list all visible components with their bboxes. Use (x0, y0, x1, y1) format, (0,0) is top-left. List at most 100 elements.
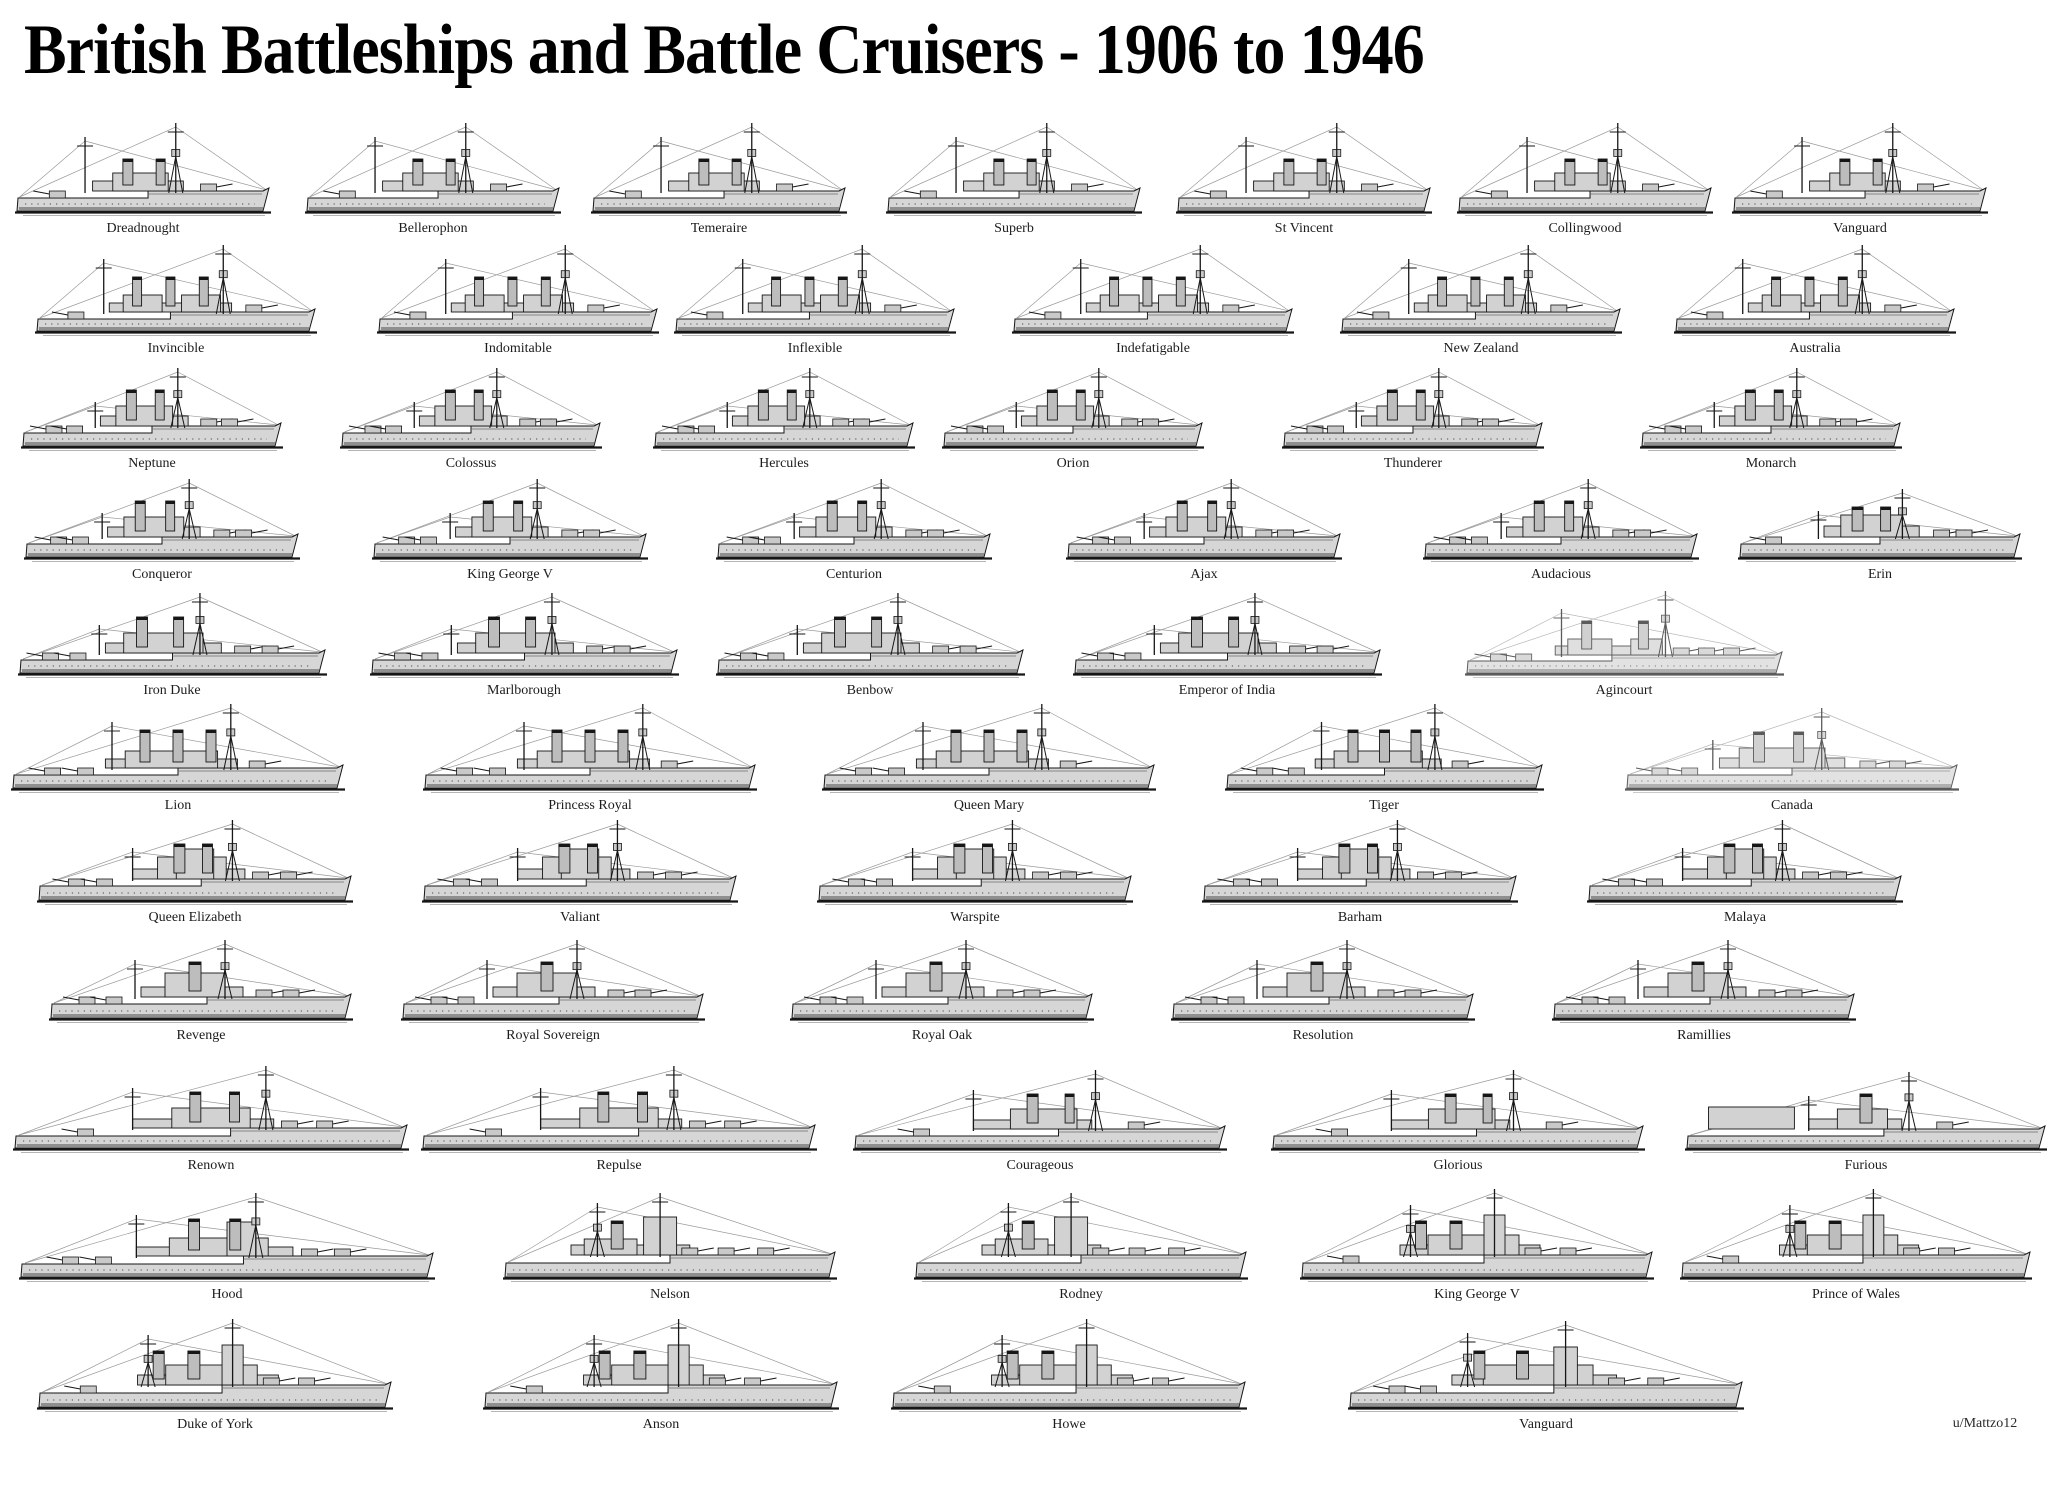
ship-label: Benbow (846, 683, 894, 698)
ship: Renown (5, 1039, 417, 1174)
ship-drawing (653, 368, 915, 451)
ship-label: Lion (164, 798, 192, 813)
ship-label: Anson (642, 1417, 680, 1432)
ship-label: Warspite (950, 910, 1000, 925)
ship-label: King George V (467, 567, 553, 582)
ship: Vanguard (1724, 102, 1996, 237)
ship-label: Collingwood (1548, 221, 1622, 236)
ship-drawing (15, 123, 271, 216)
ship-drawing (35, 245, 317, 336)
ship-drawing (1587, 820, 1903, 905)
ship-label: Malaya (1724, 910, 1766, 925)
ship-drawing (37, 820, 353, 905)
ship-drawing (1680, 1189, 2032, 1282)
ship-drawing (37, 1319, 393, 1412)
ship: Dreadnought (7, 102, 279, 237)
ship-drawing (503, 1193, 837, 1282)
ship-drawing (817, 820, 1133, 905)
ship-label: Temeraire (690, 221, 748, 236)
ship-drawing (1738, 489, 2022, 562)
ship: Royal Oak (782, 909, 1102, 1044)
ship: Queen Mary (814, 679, 1164, 814)
ship: Benbow (708, 564, 1033, 699)
ship: Hercules (645, 337, 923, 472)
ship: Collingwood (1449, 102, 1721, 237)
ship-label: Audacious (1531, 567, 1591, 582)
ship: Hood (11, 1168, 443, 1303)
ship-drawing (13, 1066, 409, 1153)
ship: Tiger (1217, 679, 1552, 814)
ship: Temeraire (583, 102, 855, 237)
ship-drawing (49, 940, 353, 1023)
ship-drawing (423, 704, 757, 793)
ship: Agincourt (1457, 564, 1792, 699)
ship-label: St Vincent (1274, 221, 1334, 236)
ship-label: Prince of Wales (1811, 1287, 1901, 1302)
ship-drawing (853, 1070, 1227, 1153)
ship-label: Courageous (1006, 1158, 1074, 1173)
ship: Howe (883, 1298, 1255, 1433)
ship-label: Neptune (128, 456, 176, 471)
ship: King George V (1292, 1168, 1662, 1303)
ship-label: Valiant (560, 910, 600, 925)
ship-label: Ajax (1190, 567, 1218, 582)
ship: Centurion (708, 448, 1000, 583)
ship-drawing (372, 479, 648, 562)
ship-drawing (1072, 593, 1382, 678)
ship-drawing (715, 593, 1025, 678)
ship: Indomitable (369, 222, 667, 357)
ship-label: Queen Elizabeth (148, 910, 242, 925)
ship-label: Barham (1337, 910, 1383, 925)
ship-drawing (674, 245, 956, 336)
ship-drawing (1012, 245, 1294, 336)
ship-drawing (1423, 479, 1699, 562)
ship-drawing (1300, 1189, 1654, 1282)
ship: Princess Royal (415, 679, 765, 814)
ship-label: Agincourt (1595, 683, 1653, 698)
ship-drawing (886, 123, 1142, 216)
ship-label: Centurion (826, 567, 882, 582)
ship-label: Ramillies (1677, 1028, 1731, 1043)
ship: Colossus (332, 337, 610, 472)
ship-label: Repulse (596, 1158, 642, 1173)
ship: King George V (364, 448, 656, 583)
credit: u/Mattzo12 (1952, 1416, 2018, 1431)
ship-label: Resolution (1292, 1028, 1354, 1043)
ship-drawing (1348, 1321, 1744, 1412)
ship-label: Canada (1771, 798, 1813, 813)
ship: Malaya (1579, 791, 1911, 926)
ship-drawing (1552, 940, 1856, 1023)
ship-label: Bellerophon (398, 221, 468, 236)
ship-drawing (11, 704, 345, 793)
ship-label: Howe (1052, 1417, 1086, 1432)
ship-drawing (24, 479, 300, 562)
ship-drawing (1685, 1072, 2047, 1153)
ship-drawing (377, 245, 659, 336)
ship: Repulse (413, 1039, 825, 1174)
ship: Prince of Wales (1672, 1168, 2040, 1303)
ship: Conqueror (16, 448, 308, 583)
ship-drawing (1176, 123, 1432, 216)
ship: Neptune (13, 337, 291, 472)
ship: Erin (1730, 448, 2030, 583)
ship: Thunderer (1274, 337, 1552, 472)
ship: Duke of York (29, 1298, 401, 1433)
ship-label: Nelson (650, 1287, 690, 1302)
ship: Barham (1194, 791, 1526, 926)
ship-drawing (1224, 704, 1544, 793)
ship-label: Orion (1056, 456, 1090, 471)
ship: St Vincent (1168, 102, 1440, 237)
ship-label: Erin (1867, 567, 1893, 582)
ship: Queen Elizabeth (29, 791, 361, 926)
ship-label: Conqueror (132, 567, 192, 582)
ship-label: Superb (994, 221, 1034, 236)
ship-label: Vanguard (1833, 221, 1887, 236)
ship: Valiant (414, 791, 746, 926)
ship-label: Inflexible (787, 341, 843, 356)
ship: Inflexible (666, 222, 964, 357)
ship-drawing (21, 368, 283, 451)
ship: Audacious (1415, 448, 1707, 583)
ship-drawing (422, 820, 738, 905)
ship-drawing (1271, 1070, 1645, 1153)
